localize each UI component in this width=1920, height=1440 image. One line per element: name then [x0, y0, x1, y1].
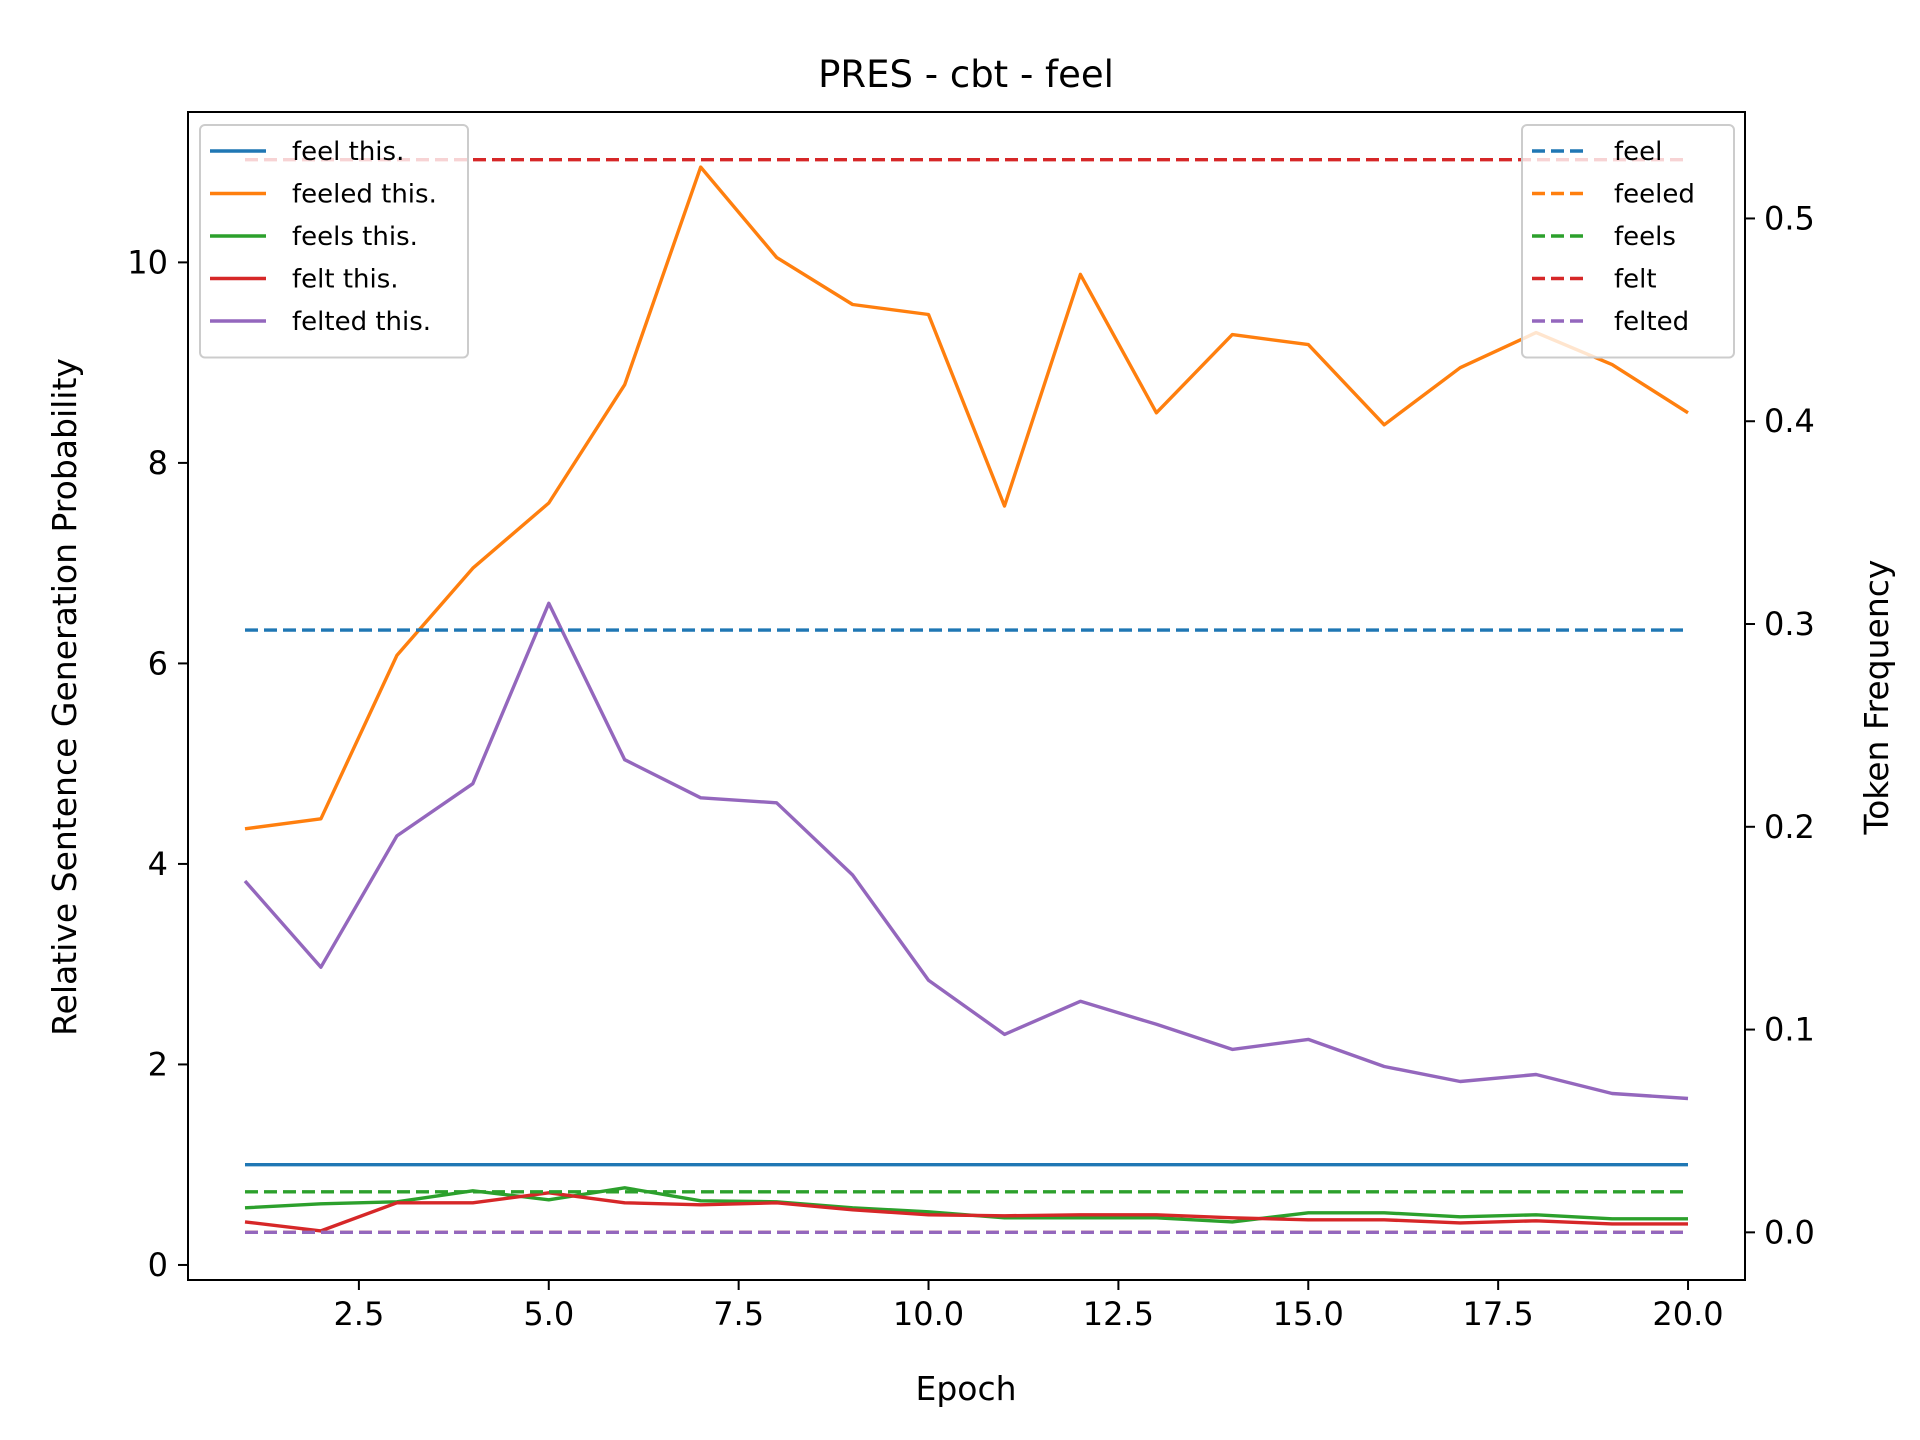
y-axis-left: 0 2 4 6 8 10	[127, 243, 188, 1284]
y-right-tick-label: 0.0	[1764, 1213, 1815, 1251]
x-tick-label: 7.5	[713, 1295, 764, 1333]
y-tick-label: 6	[148, 644, 168, 682]
series-line-feeled-this	[244, 165, 1689, 831]
legend-right: feel feeled feels felt felted	[1521, 124, 1735, 359]
y-right-tick-label: 0.4	[1764, 402, 1815, 440]
y-right-tick-label: 0.3	[1764, 605, 1815, 643]
legend-right-box	[1521, 124, 1735, 359]
legend-left: feel this. feeled this. feels this. felt th…	[199, 124, 469, 359]
series-line-felted-this	[243, 601, 1689, 1101]
legend-label: feeled	[1614, 180, 1695, 210]
legend-label: felted this.	[292, 307, 431, 337]
y-tick-label: 10	[127, 243, 168, 281]
chart-title: PRES - cbt - feel	[818, 53, 1114, 96]
series-line-felt-this	[244, 1191, 1688, 1233]
y-axis-right: 0.0 0.1 0.2 0.3 0.4 0.5	[1745, 199, 1815, 1251]
y-tick-label: 8	[148, 444, 168, 482]
legend-label: feeled this.	[292, 180, 437, 210]
y-tick-label: 4	[148, 845, 168, 883]
y-tick-label: 0	[148, 1246, 168, 1284]
y-right-tick-label: 0.5	[1764, 199, 1815, 237]
legend-label: feels this.	[292, 222, 418, 252]
x-tick-label: 17.5	[1463, 1295, 1534, 1333]
legend-label: felted	[1614, 307, 1689, 337]
legend-label: feel	[1614, 137, 1662, 167]
legend-label: felt this.	[292, 265, 399, 295]
x-tick-label: 5.0	[523, 1295, 574, 1333]
y-axis-label-left: Relative Sentence Generation Probability	[45, 358, 84, 1036]
y-tick-label: 2	[148, 1045, 168, 1083]
y-right-tick-label: 0.2	[1764, 808, 1815, 846]
x-tick-label: 12.5	[1083, 1295, 1154, 1333]
legend-label: feel this.	[292, 137, 404, 167]
x-tick-label: 20.0	[1652, 1295, 1723, 1333]
x-tick-label: 15.0	[1273, 1295, 1344, 1333]
plot-frame	[187, 111, 1746, 1281]
x-axis-label: Epoch	[915, 1369, 1016, 1408]
x-axis: 2.5 5.0 7.5 10.0 12.5 15.0 17.5 20.0	[333, 1280, 1724, 1333]
y-right-tick-label: 0.1	[1764, 1011, 1815, 1049]
legend-label: feels	[1614, 222, 1676, 252]
legend-left-box	[199, 124, 469, 359]
x-tick-label: 2.5	[333, 1295, 384, 1333]
series-layer	[243, 157, 1689, 1235]
x-tick-label: 10.0	[893, 1295, 964, 1333]
y-axis-label-right: Token Frequency	[1857, 560, 1896, 836]
legend-label: felt	[1614, 265, 1657, 295]
